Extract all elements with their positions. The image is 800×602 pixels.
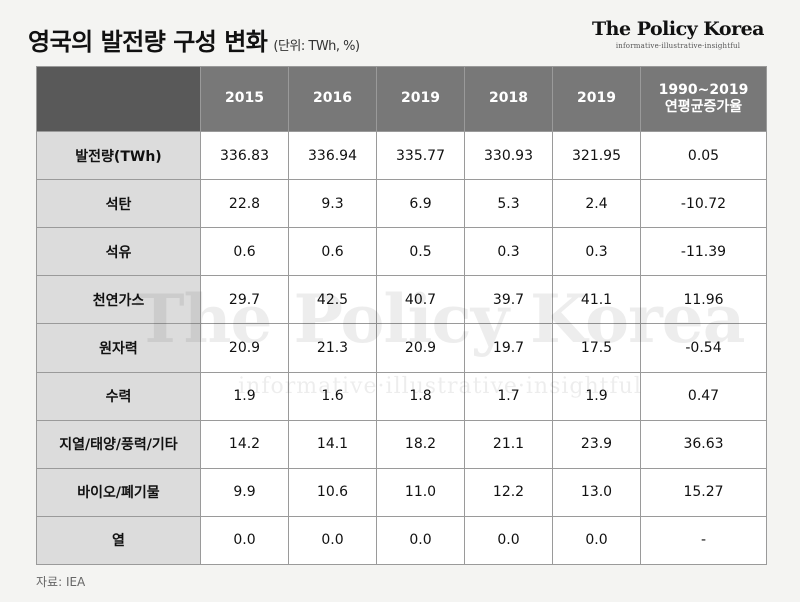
brand-name: The Policy Korea (592, 18, 764, 40)
table-cell: 9.3 (288, 179, 377, 229)
table-cell: 18.2 (376, 419, 465, 469)
table-cell: -11.39 (640, 227, 767, 277)
table-row: 원자력 20.9 21.3 20.9 19.7 17.5 -0.54 (36, 323, 767, 373)
table-cell: 20.9 (376, 323, 465, 373)
header-growth-label: 연평균증가율 (664, 99, 743, 115)
table-cell: 22.8 (200, 179, 289, 229)
row-label: 바이오/폐기물 (36, 467, 201, 517)
table-cell: 17.5 (552, 323, 641, 373)
header-row: 2015 2016 2019 2018 2019 1990~2019 연평균증가… (36, 66, 767, 132)
row-label: 원자력 (36, 323, 201, 373)
table-cell: 1.9 (552, 371, 641, 421)
table-cell: 335.77 (376, 130, 465, 181)
table-cell: 10.6 (288, 467, 377, 517)
table-cell: 0.0 (200, 515, 289, 566)
table-cell: 0.0 (288, 515, 377, 566)
header-year: 2019 (376, 66, 465, 132)
table-row: 천연가스 29.7 42.5 40.7 39.7 41.1 11.96 (36, 275, 767, 325)
row-label: 열 (36, 515, 201, 566)
table-cell: 5.3 (464, 179, 553, 229)
table-row: 석유 0.6 0.6 0.5 0.3 0.3 -11.39 (36, 227, 767, 277)
table-cell: 1.6 (288, 371, 377, 421)
table-cell: 40.7 (376, 275, 465, 325)
table-cell: 29.7 (200, 275, 289, 325)
table-cell: 2.4 (552, 179, 641, 229)
table-cell: 15.27 (640, 467, 767, 517)
table-cell: 0.5 (376, 227, 465, 277)
row-label: 석유 (36, 227, 201, 277)
row-label: 발전량(TWh) (36, 130, 201, 181)
header-growth-period: 1990~2019 (658, 81, 749, 98)
table-cell: 11.0 (376, 467, 465, 517)
row-label: 석탄 (36, 179, 201, 229)
table-cell: 336.94 (288, 130, 377, 181)
table-cell: 0.0 (464, 515, 553, 566)
table-cell: 6.9 (376, 179, 465, 229)
table-cell: 20.9 (200, 323, 289, 373)
table-cell: 330.93 (464, 130, 553, 181)
brand-logo: The Policy Korea informative·illustrativ… (592, 18, 764, 50)
table-cell: 0.05 (640, 130, 767, 181)
generation-table: 2015 2016 2019 2018 2019 1990~2019 연평균증가… (36, 66, 767, 566)
table-cell: 1.9 (200, 371, 289, 421)
table-cell: 9.9 (200, 467, 289, 517)
table-cell: 21.1 (464, 419, 553, 469)
table-cell: 36.63 (640, 419, 767, 469)
row-label: 수력 (36, 371, 201, 421)
table-cell: 1.8 (376, 371, 465, 421)
table-row: 열 0.0 0.0 0.0 0.0 0.0- (36, 515, 767, 566)
unit-note: (단위: TWh, %) (273, 39, 360, 54)
table-cell: 39.7 (464, 275, 553, 325)
table-cell: 0.3 (552, 227, 641, 277)
table-cell: 0.6 (200, 227, 289, 277)
header-year: 2018 (464, 66, 553, 132)
table-cell: 0.3 (464, 227, 553, 277)
table-cell: - (640, 515, 767, 566)
table-cell: 13.0 (552, 467, 641, 517)
table-cell: 0.0 (552, 515, 641, 566)
table-cell: 1.7 (464, 371, 553, 421)
table-cell: 41.1 (552, 275, 641, 325)
table-cell: 19.7 (464, 323, 553, 373)
table-cell: -0.54 (640, 323, 767, 373)
header-corner (36, 66, 201, 132)
table-row: 발전량(TWh) 336.83 336.94 335.77 330.93 321.95 0.… (36, 130, 767, 181)
table-cell: 21.3 (288, 323, 377, 373)
page-title: 영국의 발전량 구성 변화 (단위: TWh, %) (28, 22, 360, 57)
row-label: 천연가스 (36, 275, 201, 325)
header-year: 2019 (552, 66, 641, 132)
table-row: 바이오/폐기물 9.9 10.6 11.0 12.2 13.0 15.27 (36, 467, 767, 517)
table-cell: 336.83 (200, 130, 289, 181)
table-cell: 42.5 (288, 275, 377, 325)
source-note: 자료: IEA (36, 575, 86, 589)
brand-tagline: informative·illustrative·insightful (615, 42, 741, 50)
header-year: 2015 (200, 66, 289, 132)
table-cell: 0.6 (288, 227, 377, 277)
table-cell: 12.2 (464, 467, 553, 517)
table-cell: 11.96 (640, 275, 767, 325)
header-year: 2016 (288, 66, 377, 132)
table-cell: 14.2 (200, 419, 289, 469)
row-label: 지열/태양/풍력/기타 (36, 419, 201, 469)
table-cell: 0.47 (640, 371, 767, 421)
table-row: 석탄 22.8 9.3 6.9 5.3 2.4 -10.72 (36, 179, 767, 229)
table-row: 지열/태양/풍력/기타 14.2 14.1 18.2 21.1 23.9 36.63 (36, 419, 767, 469)
table-cell: 0.0 (376, 515, 465, 566)
table-cell: 23.9 (552, 419, 641, 469)
table-cell: 321.95 (552, 130, 641, 181)
table-cell: 14.1 (288, 419, 377, 469)
header-growth: 1990~2019 연평균증가율 (640, 66, 767, 132)
table-cell: -10.72 (640, 179, 767, 229)
table-row: 수력 1.9 1.6 1.8 1.7 1.9 0.47 (36, 371, 767, 421)
title-text: 영국의 발전량 구성 변화 (28, 28, 268, 56)
